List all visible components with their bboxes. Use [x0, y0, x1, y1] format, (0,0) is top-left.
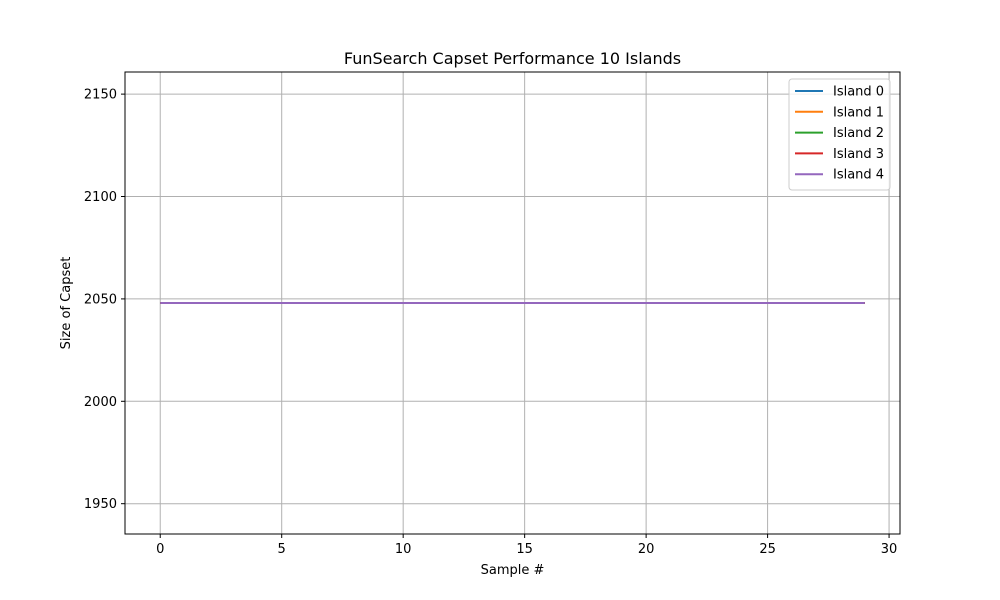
x-tick-label: 0: [156, 542, 164, 557]
x-tick-label: 15: [516, 542, 533, 557]
x-axis: 0 5 10 15 20 25 30: [156, 534, 897, 557]
y-tick-label: 2150: [84, 88, 117, 103]
legend-label: Island 3: [833, 147, 884, 162]
y-axis-label: Size of Capset: [59, 257, 74, 350]
x-tick-label: 30: [881, 542, 898, 557]
plot-frame: [124, 71, 901, 535]
legend-label: Island 0: [833, 85, 884, 100]
y-tick-label: 2100: [84, 190, 117, 205]
x-axis-label: Sample #: [481, 563, 545, 578]
x-tick-label: 20: [638, 542, 655, 557]
y-tick-label: 2050: [84, 292, 117, 307]
x-tick-label: 25: [759, 542, 776, 557]
legend-label: Island 4: [833, 168, 884, 183]
legend-label: Island 1: [833, 105, 884, 120]
legend: Island 0 Island 1 Island 2 Island 3 Island 4: [788, 78, 891, 191]
y-axis: 1950 2000 2050 2100 2150: [84, 88, 125, 512]
x-tick-label: 5: [278, 542, 286, 557]
y-tick-label: 2000: [84, 395, 117, 410]
chart-title: FunSearch Capset Performance 10 Islands: [344, 49, 681, 68]
y-tick-label: 1950: [84, 497, 117, 512]
legend-label: Island 2: [833, 126, 884, 141]
legend-box: [788, 78, 891, 191]
x-tick-label: 10: [395, 542, 412, 557]
